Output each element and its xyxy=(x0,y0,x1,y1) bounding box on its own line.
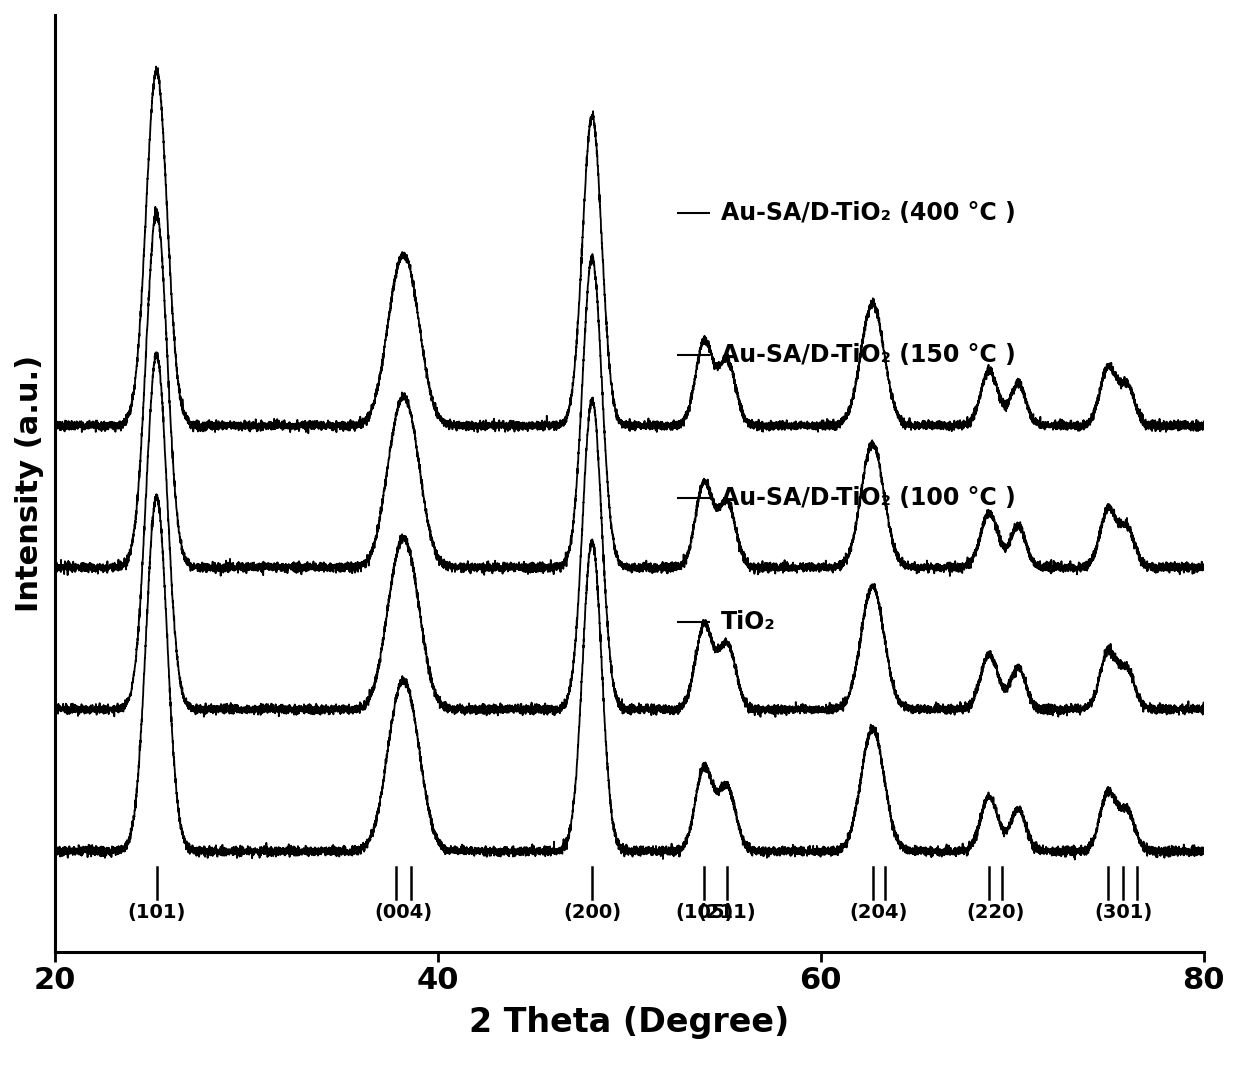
Text: (204): (204) xyxy=(849,903,908,922)
Text: (105): (105) xyxy=(675,903,733,922)
Text: TiO₂: TiO₂ xyxy=(722,610,776,635)
Text: (101): (101) xyxy=(128,903,186,922)
Text: (004): (004) xyxy=(374,903,433,922)
Text: (200): (200) xyxy=(563,903,621,922)
Text: (211): (211) xyxy=(698,903,756,922)
Text: (220): (220) xyxy=(966,903,1024,922)
Text: (301): (301) xyxy=(1094,903,1152,922)
X-axis label: 2 Theta (Degree): 2 Theta (Degree) xyxy=(469,1006,790,1039)
Text: Au-SA/D-TiO₂ (400 °C ): Au-SA/D-TiO₂ (400 °C ) xyxy=(722,201,1016,225)
Text: Au-SA/D-TiO₂ (100 °C ): Au-SA/D-TiO₂ (100 °C ) xyxy=(722,486,1016,510)
Text: Au-SA/D-TiO₂ (150 °C ): Au-SA/D-TiO₂ (150 °C ) xyxy=(722,343,1016,366)
Y-axis label: Intensity (a.u.): Intensity (a.u.) xyxy=(15,355,43,612)
